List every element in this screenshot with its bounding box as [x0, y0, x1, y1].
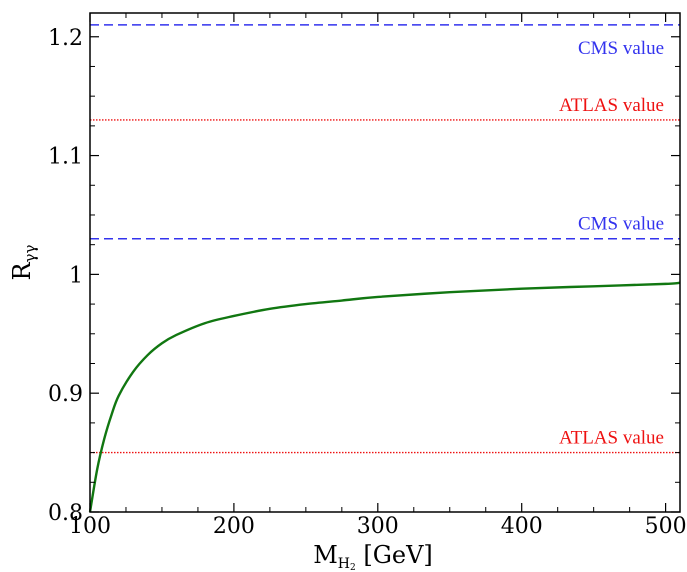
tick-labels-layer: 100 200 300 400 500 0.8 0.9 1 1.1 1.2 [48, 26, 687, 539]
x-axis-label-subsub: 2 [350, 563, 356, 572]
x-tick-label-1: 200 [213, 514, 255, 539]
x-tick-label-2: 300 [357, 514, 399, 539]
y-axis-label-sub: γγ [21, 244, 39, 262]
y-tick-label-3: 1.1 [48, 145, 83, 170]
plot-frame [89, 12, 681, 513]
y-axis-label: Rγγ [8, 244, 39, 280]
y-tick-label-1: 0.9 [48, 382, 83, 407]
reference-line-label-0: CMS value [578, 38, 664, 59]
reference-line-label-3: ATLAS value [559, 428, 664, 449]
y-axis-label-main: R [8, 262, 36, 281]
reference-line-label-2: CMS value [578, 214, 664, 235]
x-axis-label-unit: [GeV] [356, 541, 433, 569]
x-axis-label: MH2 [GeV] [313, 541, 433, 572]
x-tick-label-0: 100 [69, 514, 111, 539]
reference-line-label-1: ATLAS value [559, 95, 664, 116]
x-tick-label-3: 400 [501, 514, 543, 539]
y-tick-label-4: 1.2 [48, 26, 83, 51]
ticks-layer [89, 13, 680, 513]
x-axis-label-main: M [313, 541, 338, 569]
series-line-0 [88, 281, 681, 513]
series-layer [88, 281, 681, 513]
y-tick-label-0: 0.8 [48, 501, 83, 526]
reference-lines: CMS value ATLAS value CMS value ATLAS value [90, 24, 680, 454]
x-axis-label-sub: H [338, 556, 350, 572]
y-tick-label-2: 1 [69, 263, 83, 288]
x-tick-label-4: 500 [645, 514, 687, 539]
